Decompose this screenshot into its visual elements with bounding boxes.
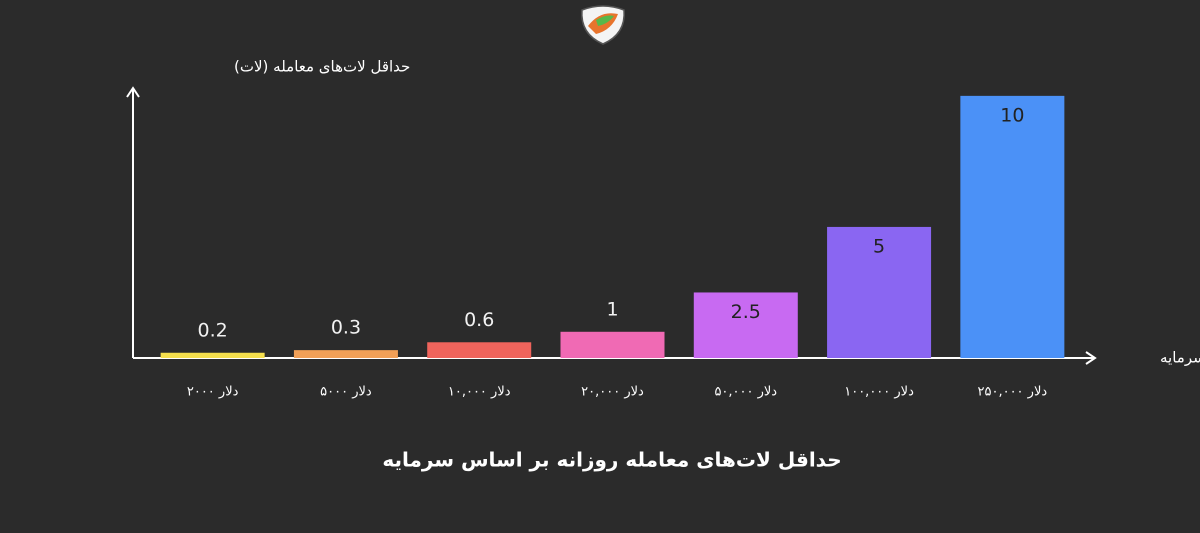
logo-leaf xyxy=(596,15,614,26)
y-axis-arrow xyxy=(126,86,140,98)
value-label: 2.5 xyxy=(731,301,761,323)
value-label: 0.6 xyxy=(464,309,494,331)
x-tick-label: دلار ۵۰,۰۰۰ xyxy=(714,385,777,400)
value-label: 5 xyxy=(873,235,885,257)
bar xyxy=(693,292,798,358)
value-label: 1 xyxy=(606,298,618,320)
bar xyxy=(827,226,932,358)
value-label: 0.3 xyxy=(331,317,361,339)
x-tick-label: دلار ۵۰۰۰ xyxy=(320,385,372,400)
x-tick-label: دلار ۲۰۰۰ xyxy=(187,385,239,400)
y-axis-label: حداقل لات‌های معامله (لات) xyxy=(234,58,410,76)
x-tick-label: دلار ۱۰۰,۰۰۰ xyxy=(844,385,914,400)
x-tick-label: دلار ۲۵۰,۰۰۰ xyxy=(978,385,1048,400)
bar xyxy=(160,352,265,358)
bar xyxy=(293,350,398,358)
bar xyxy=(960,95,1065,358)
logo xyxy=(581,5,625,45)
x-axis-arrow xyxy=(1085,351,1097,365)
chart-title: حداقل لات‌های معامله روزانه بر اساس سرما… xyxy=(382,448,841,472)
x-tick-label: دلار ۱۰,۰۰۰ xyxy=(448,385,511,400)
value-label: 0.2 xyxy=(198,319,228,341)
x-tick-label: دلار ۲۰,۰۰۰ xyxy=(581,385,644,400)
x-axis-label: سرمایه xyxy=(1160,349,1200,367)
value-label: 10 xyxy=(1000,104,1024,126)
bar xyxy=(427,342,532,358)
bar xyxy=(560,331,665,358)
